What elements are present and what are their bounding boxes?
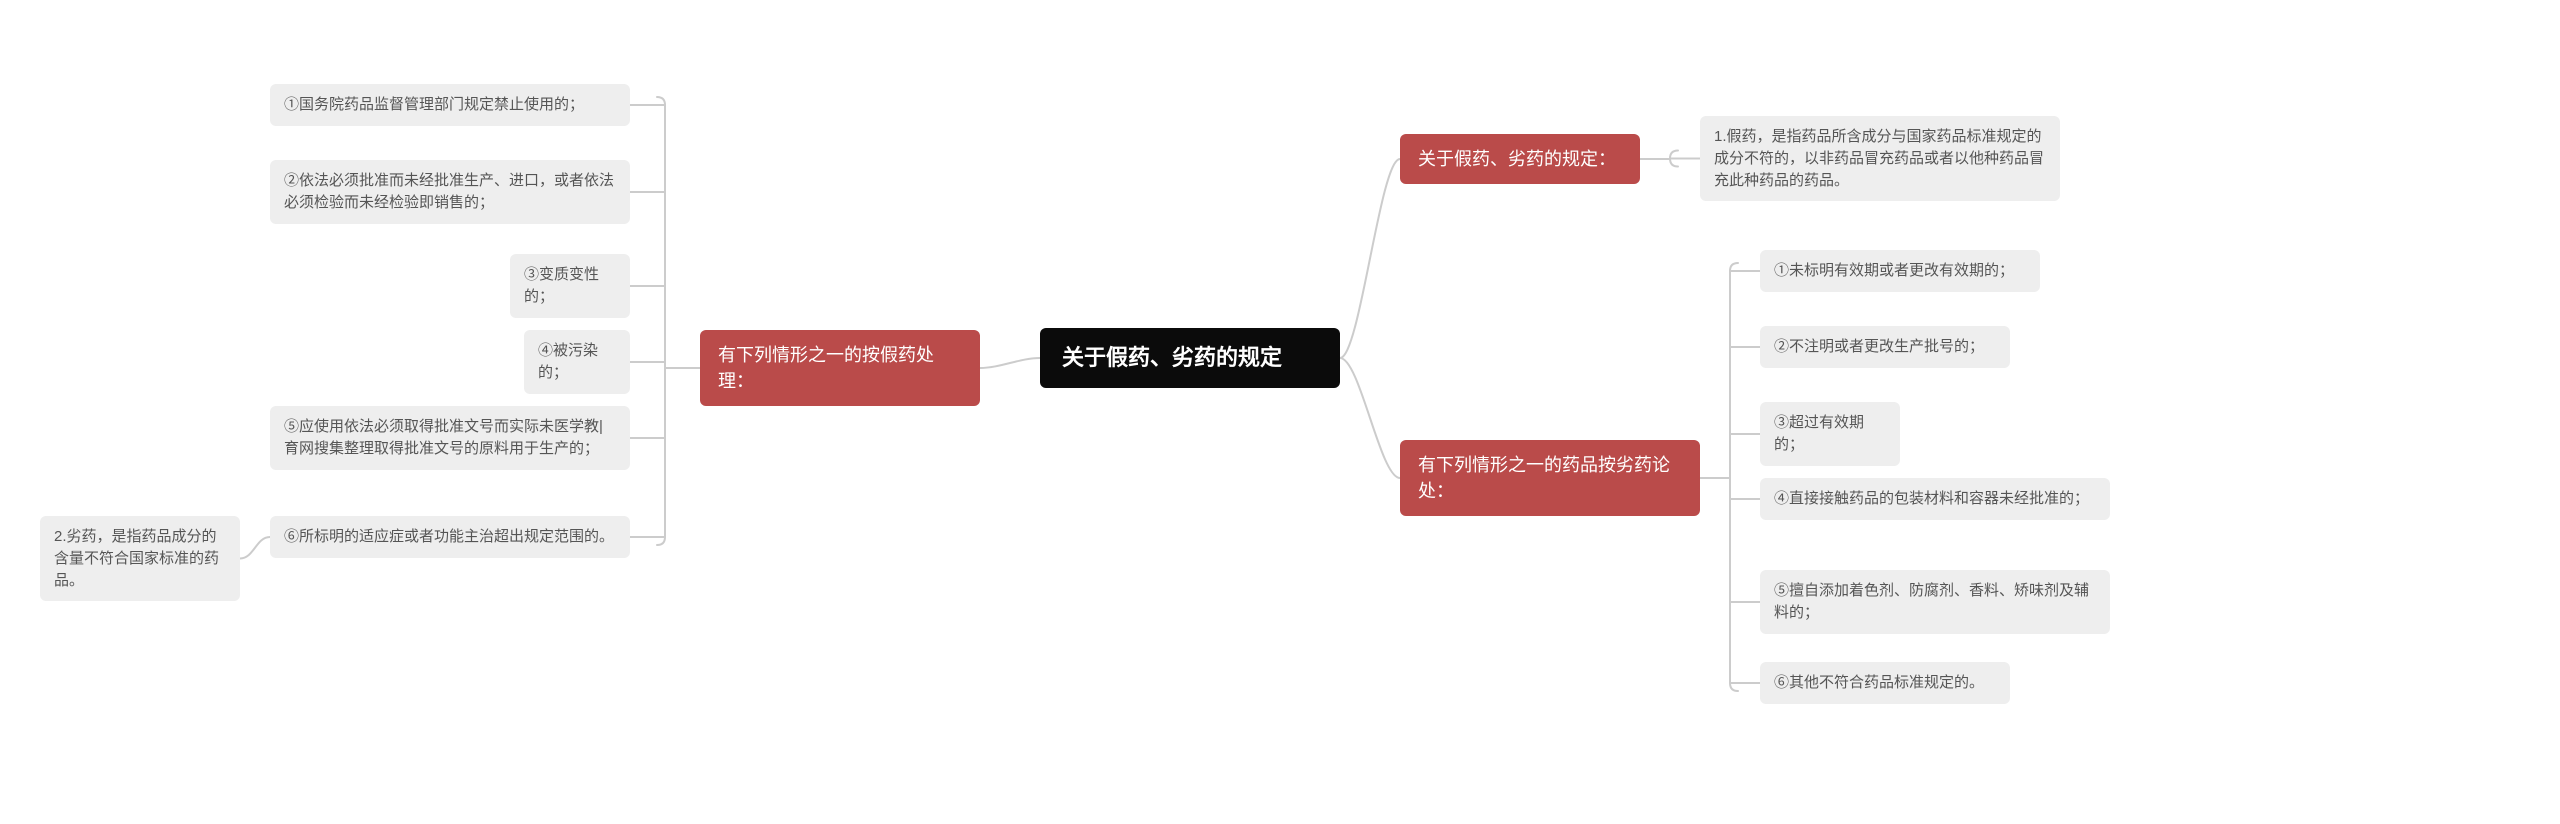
leaf-item: ③变质变性的； — [510, 254, 630, 318]
leaf-item: ⑥所标明的适应症或者功能主治超出规定范围的。 — [270, 516, 630, 558]
branch-right-definition: 关于假药、劣药的规定： — [1400, 134, 1640, 184]
leaf-item: 1.假药，是指药品所含成分与国家药品标准规定的成分不符的，以非药品冒充药品或者以… — [1700, 116, 2060, 201]
mindmap-canvas: 关于假药、劣药的规定 有下列情形之一的按假药处理： 关于假药、劣药的规定： 有下… — [0, 0, 2560, 824]
leaf-item: ⑤应使用依法必须取得批准文号而实际未医学教|育网搜集整理取得批准文号的原料用于生… — [270, 406, 630, 470]
leaf-item: ④被污染的； — [524, 330, 630, 394]
leaf-item: ⑤擅自添加着色剂、防腐剂、香料、矫味剂及辅料的； — [1760, 570, 2110, 634]
leaf-item: ⑥其他不符合药品标准规定的。 — [1760, 662, 2010, 704]
leaf-item: ③超过有效期的； — [1760, 402, 1900, 466]
leaf-item: ①未标明有效期或者更改有效期的； — [1760, 250, 2040, 292]
branch-right-inferior-drug: 有下列情形之一的药品按劣药论处： — [1400, 440, 1700, 516]
leaf-item: ①国务院药品监督管理部门规定禁止使用的； — [270, 84, 630, 126]
leaf-item: ④直接接触药品的包装材料和容器未经批准的； — [1760, 478, 2110, 520]
leaf-item: ②依法必须批准而未经批准生产、进口，或者依法必须检验而未经检验即销售的； — [270, 160, 630, 224]
root-node: 关于假药、劣药的规定 — [1040, 328, 1340, 388]
leaf-item: 2.劣药，是指药品成分的含量不符合国家标准的药品。 — [40, 516, 240, 601]
leaf-item: ②不注明或者更改生产批号的； — [1760, 326, 2010, 368]
branch-left-fake-drug: 有下列情形之一的按假药处理： — [700, 330, 980, 406]
